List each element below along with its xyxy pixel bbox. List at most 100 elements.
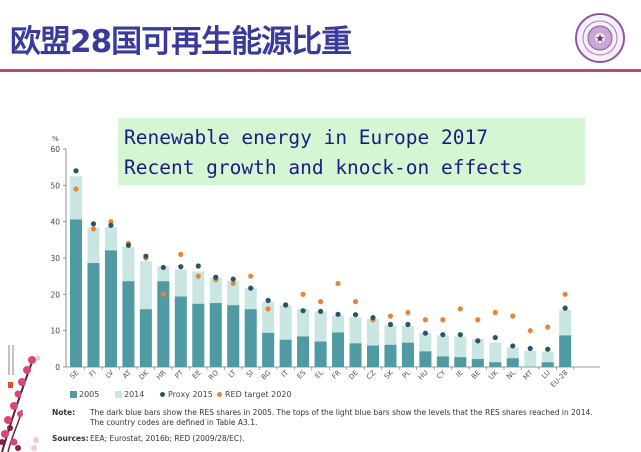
x-tick-label-IE: IE	[455, 369, 465, 379]
bar-2005-IE	[454, 357, 467, 367]
bar-2005-RO	[209, 303, 222, 367]
bar-2005-SI	[244, 309, 257, 367]
chart-callout-box: Renewable energy in Europe 2017 Recent g…	[118, 118, 585, 185]
proxy-2015-EU-28	[562, 305, 568, 311]
proxy-2015-ES	[300, 308, 306, 314]
bar-2005-HR	[157, 281, 170, 367]
x-tick-label-LT: LT	[227, 368, 238, 379]
y-axis-unit: %	[52, 135, 59, 143]
x-tick-label-EE: EE	[191, 369, 203, 381]
x-tick-label-ES: ES	[296, 368, 308, 380]
bar-2005-HU	[419, 351, 432, 367]
proxy-2015-IE	[457, 332, 463, 338]
x-tick-label-IT: IT	[280, 368, 291, 379]
red-target-2020-UK	[492, 309, 498, 316]
x-tick-label-CZ: CZ	[365, 369, 378, 382]
x-tick-label-BE: BE	[470, 369, 482, 381]
note-text-2: The country codes are defined in Table A…	[90, 418, 258, 427]
bar-2005-LU	[541, 362, 554, 367]
red-target-2020-EL	[317, 299, 324, 305]
x-tick-label-FI: FI	[88, 369, 98, 379]
red-target-2020-ES	[300, 291, 306, 297]
red-target-2020-EU-28	[562, 291, 568, 297]
red-target-2020-DE	[352, 299, 359, 305]
proxy-2015-CZ	[370, 314, 376, 321]
bar-2005-LV	[104, 250, 117, 367]
x-tick-label-CY: CY	[435, 368, 448, 381]
proxy-2015-HR	[160, 264, 166, 271]
red-target-2020-NL	[510, 313, 516, 319]
y-tick-label: 10	[50, 327, 60, 336]
bar-2005-NL	[506, 358, 519, 367]
red-target-2020-EE	[195, 273, 201, 279]
x-tick-label-MT: MT	[522, 368, 535, 381]
proxy-2015-LV	[108, 222, 114, 228]
bar-2014-UK	[489, 342, 502, 367]
proxy-2015-UK	[492, 334, 498, 341]
bar-2005-FI	[87, 263, 100, 367]
proxy-2015-SI	[248, 285, 254, 291]
x-tick-label-SI: SI	[245, 369, 255, 379]
legend-dot-target	[217, 392, 222, 397]
x-tick-label-DK: DK	[138, 368, 151, 381]
callout-line-1: Renewable energy in Europe 2017	[124, 126, 488, 149]
red-target-2020-SK	[387, 313, 394, 319]
bar-2014-MT	[524, 350, 537, 367]
slide-title: 欧盟28国可再生能源比重	[10, 24, 352, 60]
red-target-2020-LT	[230, 280, 236, 287]
legend-item-proxy-2015: Proxy 2015	[160, 390, 213, 399]
proxy-2015-DK	[143, 253, 149, 259]
university-seal-logo	[575, 13, 625, 63]
bar-2005-EU-28	[559, 335, 572, 367]
legend-item-red-target: RED target 2020	[217, 390, 292, 399]
x-tick-label-HU: HU	[417, 369, 430, 382]
red-target-2020-MT	[527, 328, 533, 334]
bar-2005-ES	[297, 336, 310, 367]
title-divider	[0, 69, 641, 72]
bar-2005-LT	[227, 305, 240, 367]
chart-note: Note: The dark blue bars show the RES sh…	[52, 408, 630, 428]
legend-item-2014: 2014	[115, 390, 144, 399]
note-text-1: The dark blue bars show the RES shares i…	[90, 408, 593, 417]
bar-2005-DK	[139, 309, 152, 367]
proxy-2015-PL	[405, 321, 411, 328]
x-tick-label-RO: RO	[207, 368, 220, 381]
legend-item-2005: 2005	[70, 390, 99, 399]
red-target-2020-LV	[108, 219, 114, 225]
y-tick-label: 20	[50, 290, 60, 299]
bar-2005-IT	[279, 339, 292, 367]
legend-swatch-2014	[115, 391, 122, 398]
red-target-2020-BE	[475, 317, 481, 323]
proxy-2015-FI	[90, 221, 97, 227]
x-tick-label-LU: LU	[540, 369, 552, 381]
bar-2005-EL	[314, 341, 327, 367]
proxy-2015-MT	[527, 345, 533, 352]
legend-label: 2005	[79, 390, 100, 399]
proxy-2015-EE	[195, 263, 201, 269]
legend-label: 2014	[124, 390, 145, 399]
bar-2005-SK	[384, 344, 397, 367]
proxy-2015-HU	[422, 330, 428, 336]
legend-dot-proxy	[160, 392, 165, 397]
note-label: Note:	[52, 408, 76, 417]
x-tick-label-HR: HR	[155, 369, 168, 382]
bar-2005-BG	[262, 332, 275, 367]
plum-blossom-decoration	[0, 345, 41, 452]
red-target-2020-HU	[422, 317, 428, 323]
bar-2005-EE	[192, 303, 205, 367]
proxy-2015-SK	[387, 321, 394, 328]
bar-2005-PT	[174, 296, 187, 367]
x-tick-label-PL: PL	[401, 369, 412, 380]
red-target-2020-FR	[335, 280, 341, 287]
x-tick-label-FR: FR	[331, 369, 343, 381]
bar-2005-CY	[436, 356, 449, 367]
red-target-2020-LU	[545, 324, 551, 330]
red-target-2020-PT	[178, 251, 184, 257]
proxy-2015-LU	[545, 346, 551, 352]
y-tick-label: 40	[50, 218, 60, 227]
x-tick-label-AT: AT	[121, 368, 133, 380]
bar-2005-DE	[349, 343, 362, 367]
y-tick-label: 0	[55, 363, 60, 372]
x-tick-label-PT: PT	[174, 368, 186, 380]
